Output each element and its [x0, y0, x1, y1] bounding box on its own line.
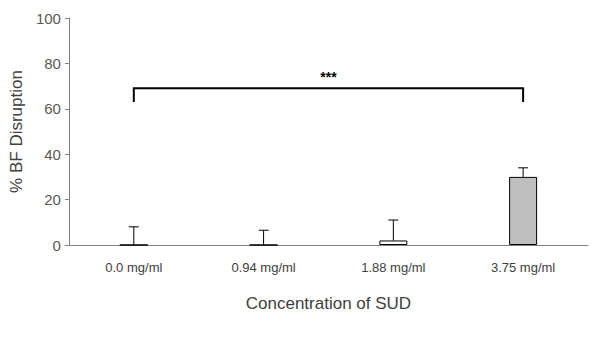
svg-text:% BF Disruption: % BF Disruption: [7, 70, 26, 193]
svg-text:40: 40: [44, 146, 61, 163]
svg-text:60: 60: [44, 100, 61, 117]
svg-text:Concentration of SUD: Concentration of SUD: [246, 294, 411, 313]
svg-text:3.75 mg/ml: 3.75 mg/ml: [491, 260, 555, 275]
svg-text:100: 100: [36, 10, 61, 27]
svg-text:0: 0: [53, 237, 61, 254]
svg-text:20: 20: [44, 191, 61, 208]
svg-text:1.88 mg/ml: 1.88 mg/ml: [361, 260, 425, 275]
svg-text:0.0 mg/ml: 0.0 mg/ml: [105, 260, 162, 275]
svg-text:80: 80: [44, 55, 61, 72]
svg-text:***: ***: [320, 69, 337, 85]
svg-text:0.94 mg/ml: 0.94 mg/ml: [231, 260, 295, 275]
